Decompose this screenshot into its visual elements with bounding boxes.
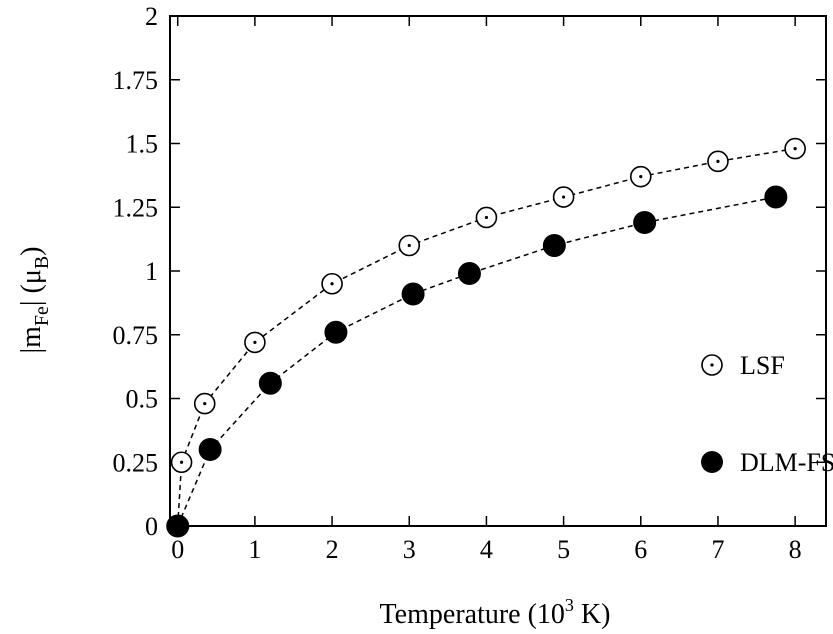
y-axis-label-part2: | (μ bbox=[16, 269, 47, 306]
data-point-lsf bbox=[193, 392, 216, 415]
axis-ticks: 0 1 2 3 4 5 6 7 8 0 0.25 0.5 0.75 1 1.25 1.5 1.75 2 bbox=[113, 2, 826, 564]
data-point-lsf bbox=[784, 137, 806, 160]
x-axis-label-pre: Temperature (10 bbox=[380, 599, 565, 630]
data-point-dlm-fsm bbox=[633, 211, 657, 235]
data-point-center-dot bbox=[330, 282, 334, 286]
data-point-center-dot bbox=[179, 460, 184, 464]
data-point-lsf bbox=[629, 165, 652, 188]
data-point-dlm-fsm bbox=[401, 282, 425, 306]
data-point-center-dot bbox=[716, 159, 720, 163]
x-tick-label: 0 bbox=[171, 535, 184, 564]
legend: LSF DLM-FSM bbox=[701, 351, 833, 477]
data-point-center-dot bbox=[407, 243, 411, 248]
data-point-lsf bbox=[475, 206, 498, 229]
y-tick-label: 2 bbox=[145, 2, 158, 31]
x-tick-label: 4 bbox=[480, 535, 493, 564]
y-axis-label-sub1: Fe bbox=[31, 306, 53, 326]
legend-marker-dot bbox=[710, 363, 714, 367]
data-point-lsf bbox=[244, 331, 266, 354]
y-tick-label: 0.5 bbox=[126, 385, 159, 414]
data-point-center-dot bbox=[253, 340, 257, 344]
y-axis-label-part1: |m bbox=[16, 326, 47, 354]
data-point-lsf bbox=[170, 451, 193, 474]
data-series bbox=[166, 137, 806, 538]
y-tick-label: 1.5 bbox=[126, 130, 159, 159]
y-axis-label: |mFe| (μB) bbox=[16, 246, 53, 353]
data-point-lsf bbox=[398, 234, 421, 257]
x-tick-label: 7 bbox=[711, 535, 724, 564]
legend-label: LSF bbox=[740, 351, 785, 380]
legend-label: DLM-FSM bbox=[740, 448, 833, 477]
data-point-lsf bbox=[707, 150, 729, 173]
legend-item-lsf: LSF bbox=[701, 351, 785, 380]
x-tick-label: 8 bbox=[789, 535, 802, 564]
series-line-dlm-fsm bbox=[177, 196, 776, 527]
y-tick-label: 0.25 bbox=[113, 448, 159, 477]
data-point-dlm-fsm bbox=[457, 262, 481, 286]
data-point-dlm-fsm bbox=[198, 438, 222, 461]
data-point-dlm-fsm bbox=[166, 514, 190, 538]
data-point-center-dot bbox=[562, 195, 566, 199]
data-point-dlm-fsm bbox=[764, 185, 788, 209]
y-tick-label: 0 bbox=[145, 512, 158, 541]
x-tick-label: 3 bbox=[403, 535, 416, 564]
legend-marker-filled-circle bbox=[701, 451, 723, 473]
y-tick-label: 0.75 bbox=[113, 321, 159, 350]
x-tick-label: 6 bbox=[634, 535, 647, 564]
y-axis-label-sub2: B bbox=[31, 256, 53, 269]
data-point-dlm-fsm bbox=[542, 234, 566, 257]
data-point-lsf bbox=[321, 272, 343, 295]
legend-item-dlm-fsm: DLM-FSM bbox=[701, 448, 833, 477]
data-point-lsf bbox=[552, 186, 575, 208]
x-axis-label-sup: 3 bbox=[565, 595, 574, 615]
x-axis-label: Temperature (103 K) bbox=[380, 595, 611, 630]
x-axis-label-post: K) bbox=[574, 599, 611, 630]
data-point-center-dot bbox=[639, 175, 643, 179]
x-tick-label: 5 bbox=[557, 535, 570, 564]
data-point-center-dot bbox=[203, 402, 207, 406]
y-tick-label: 1 bbox=[145, 257, 158, 286]
x-tick-label: 1 bbox=[248, 535, 261, 564]
y-tick-label: 1.75 bbox=[113, 66, 159, 95]
plot-frame bbox=[169, 15, 827, 527]
y-tick-label: 1.25 bbox=[113, 193, 159, 222]
plot-area bbox=[169, 15, 827, 527]
data-point-dlm-fsm bbox=[324, 320, 348, 344]
data-point-dlm-fsm bbox=[258, 371, 282, 395]
x-tick-label: 2 bbox=[326, 535, 339, 564]
y-axis-label-part3: ) bbox=[16, 246, 47, 255]
data-point-center-dot bbox=[793, 147, 797, 151]
data-point-center-dot bbox=[484, 215, 489, 220]
series-line-lsf bbox=[176, 147, 796, 527]
